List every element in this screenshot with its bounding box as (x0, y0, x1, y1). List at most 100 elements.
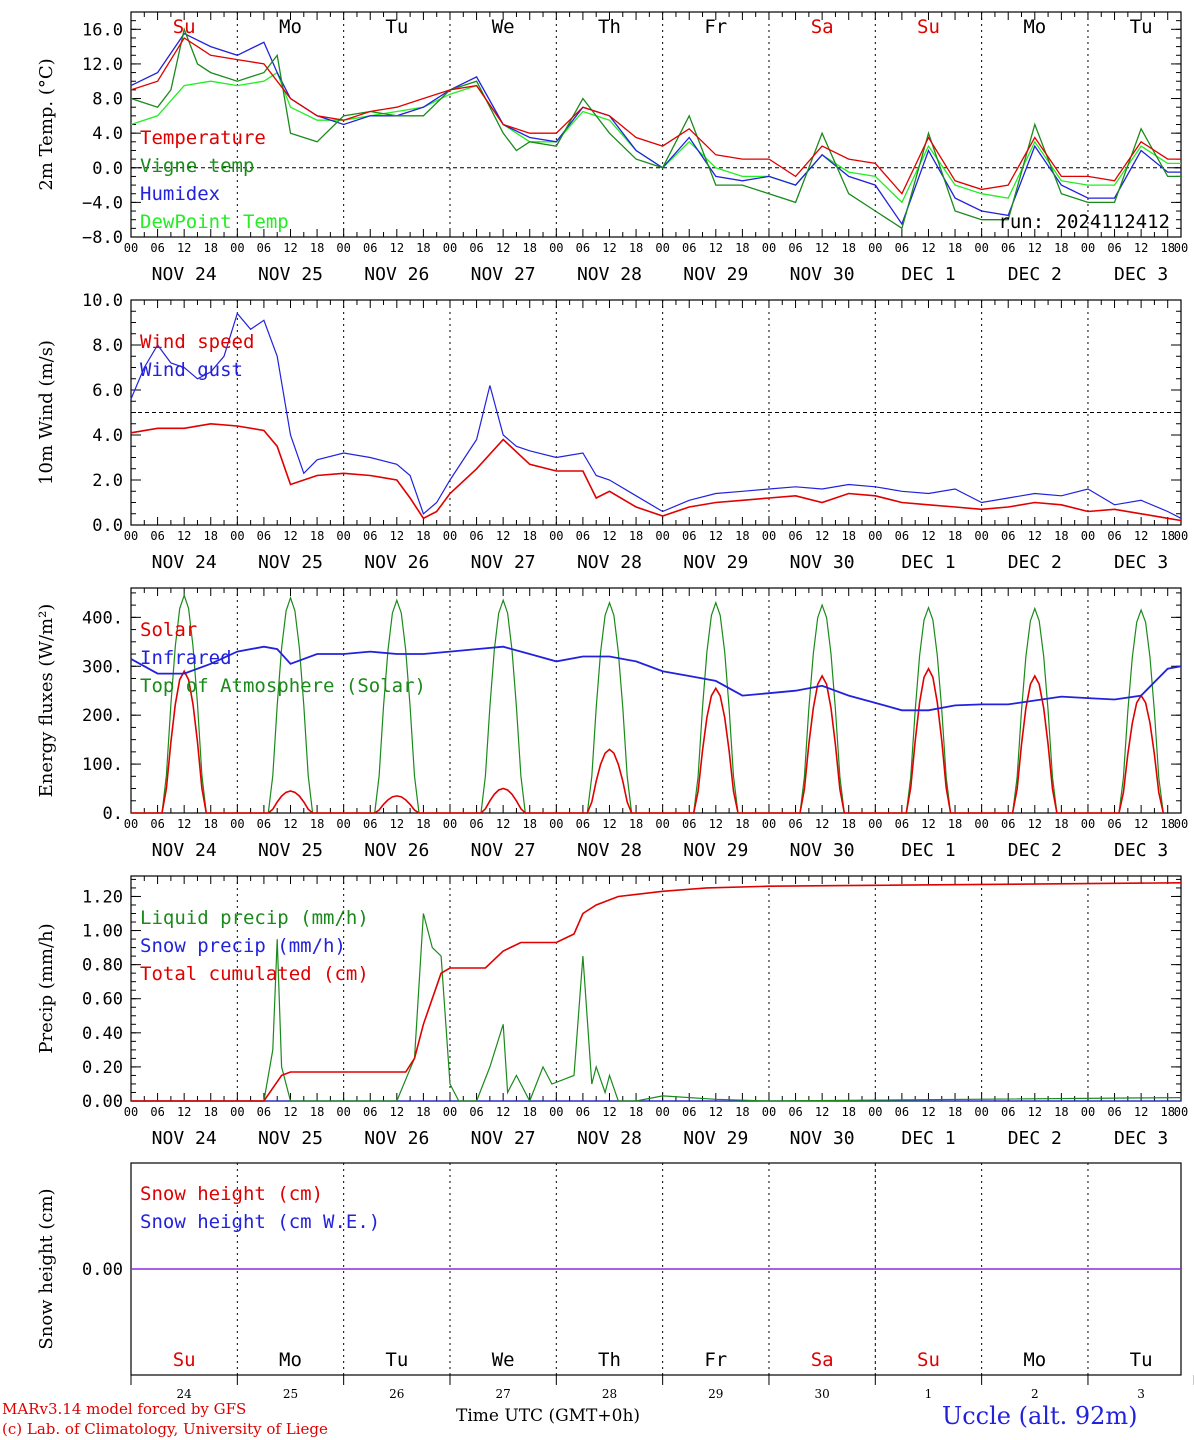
hour-tick-label: 06 (576, 241, 590, 255)
hour-tick-label: 18 (310, 241, 324, 255)
hour-tick-label: 12 (496, 817, 510, 831)
hour-tick-label: 00 (124, 241, 138, 255)
hour-tick-label: 12 (1134, 817, 1148, 831)
hour-tick-label: 12 (815, 241, 829, 255)
hour-tick-label: 12 (283, 241, 297, 255)
day-label: NOV 29 (683, 1128, 748, 1149)
hour-tick-label: 18 (629, 1105, 643, 1119)
day-label: NOV 29 (683, 552, 748, 573)
series-line (131, 913, 1182, 1103)
hour-tick-label: 18 (1160, 1105, 1174, 1119)
hour-tick-label: 12 (1134, 1105, 1148, 1119)
hour-tick-label: 12 (921, 1105, 935, 1119)
series-line (130, 71, 1181, 204)
hour-tick-label: 12 (390, 241, 404, 255)
legend-entry: Liquid precip (mm/h) (140, 907, 369, 929)
hour-tick-label: 18 (1160, 817, 1174, 831)
hour-tick-label: 12 (815, 817, 829, 831)
day-label: NOV 25 (258, 264, 323, 285)
y-tick-label: 0.00 (82, 1260, 123, 1280)
hour-tick-label: 18 (310, 817, 324, 831)
hour-tick-label: 12 (921, 241, 935, 255)
hour-tick-label: 00 (336, 241, 350, 255)
hour-tick-label: 00 (1174, 529, 1188, 543)
y-tick-label: 100. (82, 755, 123, 775)
y-tick-label: 4.0 (92, 426, 123, 446)
day-label: NOV 25 (258, 552, 323, 573)
hour-tick-label: 12 (1028, 529, 1042, 543)
hour-tick-label: 12 (283, 529, 297, 543)
weekday-label: We (492, 16, 515, 38)
hour-tick-label: 06 (788, 817, 802, 831)
weekday-label: Sa (811, 1349, 834, 1371)
hour-tick-label: 00 (230, 1105, 244, 1119)
weekday-label: Mo (1023, 16, 1046, 38)
hour-tick-label: 12 (815, 1105, 829, 1119)
hour-tick-label: 12 (390, 529, 404, 543)
hour-tick-label: 06 (363, 529, 377, 543)
day-label: NOV 29 (683, 840, 748, 861)
hour-tick-label: 00 (336, 1105, 350, 1119)
y-tick-label: −8.0 (82, 228, 123, 248)
hour-tick-label: 06 (1001, 817, 1015, 831)
day-label: NOV 30 (790, 1128, 855, 1149)
day-number: 29 (708, 1387, 723, 1401)
hour-tick-label: 12 (1028, 817, 1042, 831)
legend-entry: Snow height (cm) (140, 1183, 323, 1205)
hour-tick-label: 00 (762, 529, 776, 543)
day-label: NOV 28 (577, 552, 642, 573)
hour-tick-label: 18 (204, 241, 218, 255)
legend-entry: Humidex (140, 183, 220, 205)
series-line (131, 882, 1182, 1102)
hour-tick-label: 00 (336, 817, 350, 831)
hour-tick-label: 06 (150, 817, 164, 831)
y-axis-label: Precip (mm/h) (36, 923, 57, 1053)
day-label: DEC 3 (1114, 840, 1168, 861)
hour-tick-label: 06 (469, 1105, 483, 1119)
hour-tick-label: 12 (177, 1105, 191, 1119)
y-tick-label: 16.0 (82, 20, 123, 40)
hour-tick-label: 06 (469, 529, 483, 543)
hour-tick-label: 18 (948, 529, 962, 543)
hour-tick-label: 18 (204, 529, 218, 543)
hour-tick-label: 00 (1081, 241, 1095, 255)
hour-tick-label: 00 (762, 241, 776, 255)
hour-tick-label: 12 (283, 817, 297, 831)
hour-tick-label: 18 (1160, 241, 1174, 255)
hour-tick-label: 06 (788, 529, 802, 543)
model-credit: MARv3.14 model forced by GFS (2, 1400, 247, 1418)
legend-entry: Wind gust (140, 359, 243, 381)
weekday-label: Tu (1130, 16, 1153, 38)
hour-tick-label: 06 (576, 817, 590, 831)
hour-tick-label: 18 (1054, 529, 1068, 543)
run-annotation: run: 2024112412 (998, 211, 1170, 233)
hour-tick-label: 18 (416, 241, 430, 255)
legend-entry: Top of Atmosphere (Solar) (140, 675, 426, 697)
day-label: NOV 27 (471, 840, 536, 861)
day-label: NOV 26 (364, 264, 429, 285)
hour-tick-label: 12 (1134, 241, 1148, 255)
y-tick-label: 0. (103, 804, 123, 824)
hour-tick-label: 18 (629, 529, 643, 543)
hour-tick-label: 12 (602, 529, 616, 543)
hour-tick-label: 06 (682, 241, 696, 255)
day-number: 2 (1031, 1387, 1039, 1401)
y-tick-label: 10.0 (82, 291, 123, 311)
hour-tick-label: 12 (921, 529, 935, 543)
hour-tick-label: 12 (1028, 241, 1042, 255)
series-line (130, 37, 1181, 195)
hour-tick-label: 18 (1054, 241, 1068, 255)
weekday-label: Su (173, 1349, 196, 1371)
hour-tick-label: 00 (549, 241, 563, 255)
hour-tick-label: 18 (629, 817, 643, 831)
day-number: 26 (389, 1387, 404, 1401)
hour-tick-label: 06 (682, 529, 696, 543)
hour-tick-label: 18 (310, 529, 324, 543)
day-label: NOV 27 (471, 1128, 536, 1149)
series-line (130, 32, 1181, 226)
hour-tick-label: 18 (204, 1105, 218, 1119)
y-tick-label: 300. (82, 657, 123, 677)
day-number: 3 (1137, 1387, 1145, 1401)
weekday-label: Tu (1130, 1349, 1153, 1371)
hour-tick-label: 12 (496, 1105, 510, 1119)
